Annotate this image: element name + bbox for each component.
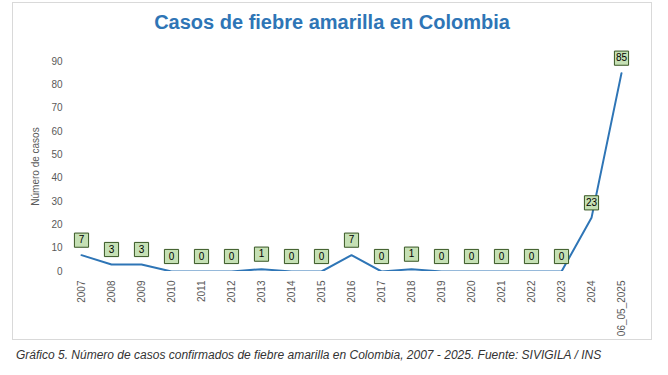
svg-text:3: 3	[139, 244, 145, 255]
svg-text:Número de casos: Número de casos	[30, 127, 41, 205]
svg-text:2019: 2019	[436, 280, 447, 303]
svg-text:70: 70	[51, 102, 63, 113]
svg-text:0: 0	[499, 251, 505, 262]
svg-text:2014: 2014	[286, 280, 297, 303]
svg-text:2007: 2007	[76, 280, 87, 303]
svg-text:2020: 2020	[466, 280, 477, 303]
svg-text:2009: 2009	[136, 280, 147, 303]
svg-text:2010: 2010	[166, 280, 177, 303]
svg-text:30: 30	[51, 196, 63, 207]
svg-text:2008: 2008	[106, 280, 117, 303]
svg-text:0: 0	[529, 251, 535, 262]
svg-text:10: 10	[51, 242, 63, 253]
svg-text:23: 23	[586, 197, 598, 208]
svg-text:0: 0	[229, 251, 235, 262]
svg-text:50: 50	[51, 149, 63, 160]
svg-text:7: 7	[349, 234, 355, 245]
svg-text:0: 0	[559, 251, 565, 262]
svg-text:2021: 2021	[496, 280, 507, 303]
svg-text:0: 0	[169, 251, 175, 262]
svg-text:0: 0	[57, 266, 63, 277]
svg-text:2023: 2023	[556, 280, 567, 303]
svg-text:1: 1	[259, 248, 265, 259]
svg-text:40: 40	[51, 172, 63, 183]
svg-text:2016: 2016	[346, 280, 357, 303]
svg-text:2011: 2011	[196, 280, 207, 302]
svg-text:0: 0	[439, 251, 445, 262]
svg-text:2024: 2024	[586, 280, 597, 303]
svg-text:2013: 2013	[256, 280, 267, 303]
svg-text:85: 85	[616, 52, 628, 63]
svg-text:2018: 2018	[406, 280, 417, 303]
svg-text:0: 0	[379, 251, 385, 262]
svg-text:60: 60	[51, 126, 63, 137]
svg-text:1: 1	[409, 248, 415, 259]
svg-text:3: 3	[109, 244, 115, 255]
svg-text:2022: 2022	[526, 280, 537, 303]
svg-text:20: 20	[51, 219, 63, 230]
svg-text:2017: 2017	[376, 280, 387, 303]
svg-text:0: 0	[199, 251, 205, 262]
svg-text:0: 0	[289, 251, 295, 262]
svg-text:7: 7	[79, 234, 85, 245]
svg-text:90: 90	[51, 56, 63, 67]
svg-text:2012: 2012	[226, 280, 237, 303]
svg-text:0: 0	[319, 251, 325, 262]
svg-text:80: 80	[51, 79, 63, 90]
svg-text:06_05_2025: 06_05_2025	[616, 280, 627, 336]
html-text:Gráfico 5. Número de casos con: Gráfico 5. Número de casos confirmados d…	[16, 348, 602, 362]
svg-text:0: 0	[469, 251, 475, 262]
svg-text:2015: 2015	[316, 280, 327, 303]
html-text:Casos de fiebre amarilla en Co: Casos de fiebre amarilla en Colombia	[154, 11, 510, 33]
